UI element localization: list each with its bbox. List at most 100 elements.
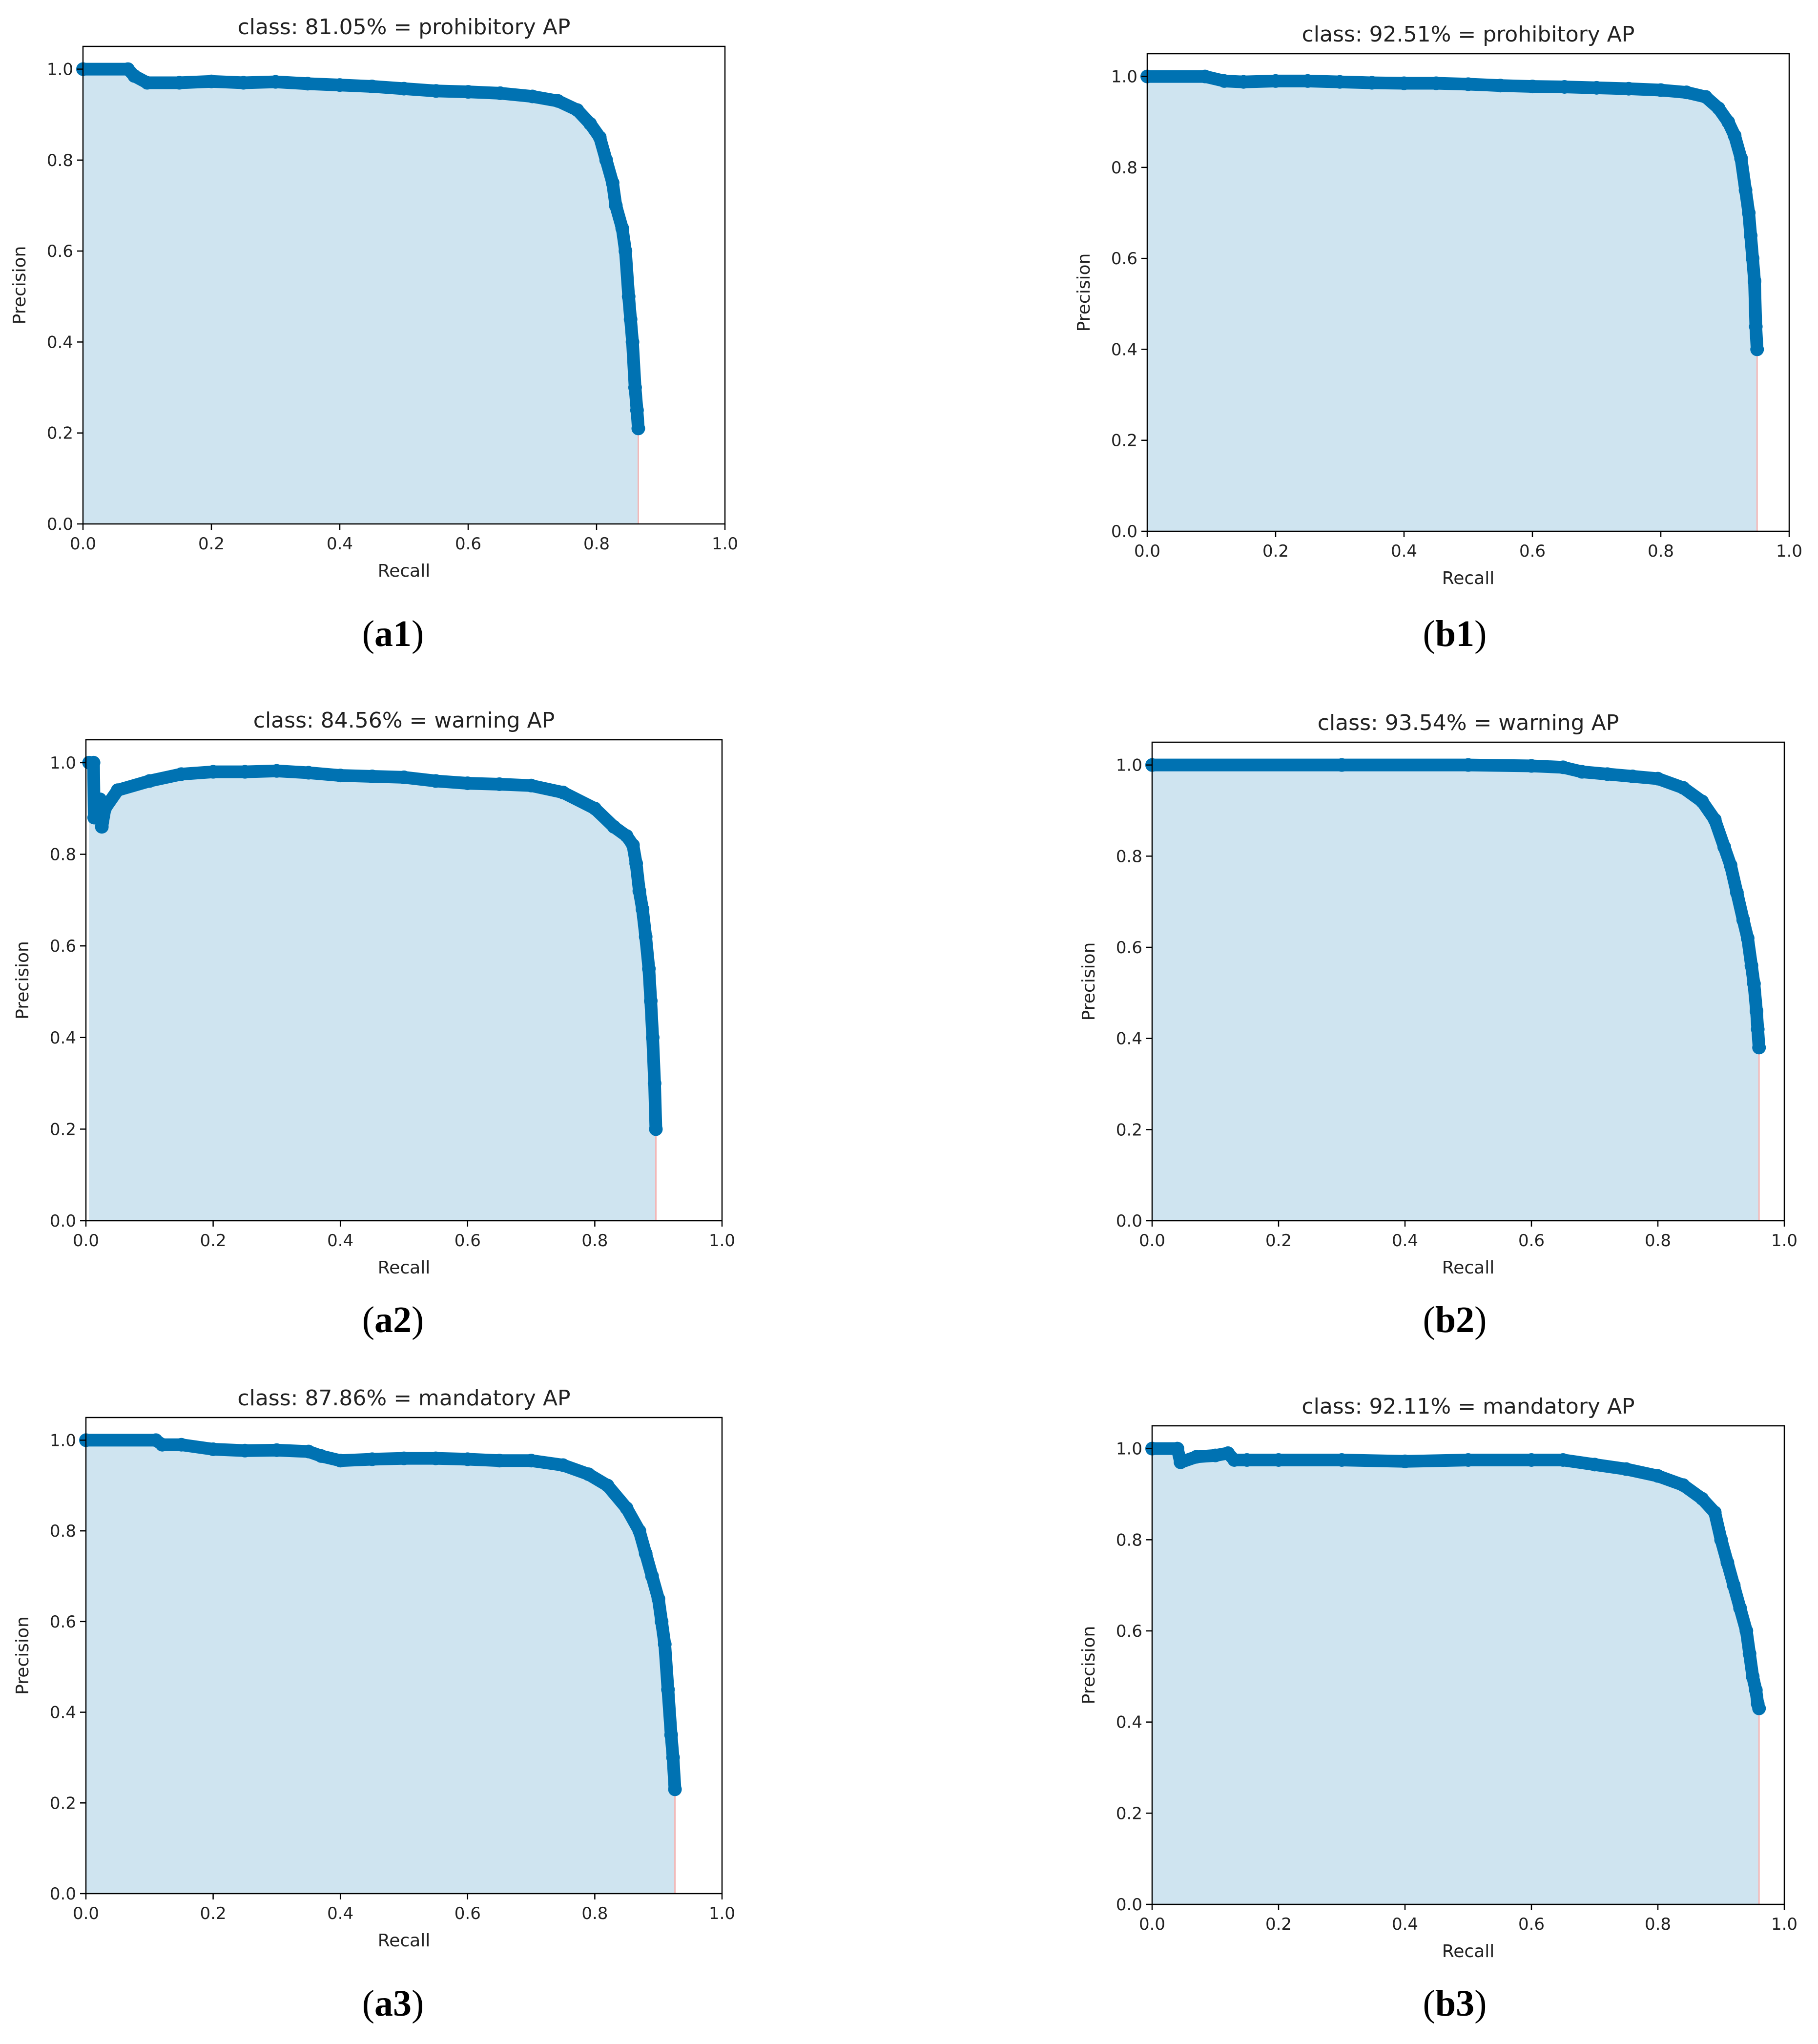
y-axis-label: Precision <box>13 1616 33 1695</box>
pr-curve-point <box>1723 858 1737 872</box>
y-tick-label: 0.2 <box>47 424 73 443</box>
x-tick-label: 0.6 <box>1519 542 1546 561</box>
x-tick-label: 0.6 <box>454 1231 481 1251</box>
pr-curve-point <box>397 82 411 96</box>
pr-curve-point <box>460 776 475 791</box>
y-tick-label: 0.0 <box>47 515 73 534</box>
pr-curve-point <box>593 130 607 145</box>
x-tick-label: 0.8 <box>581 1904 608 1923</box>
pr-curve-point <box>1240 1453 1254 1467</box>
pr-curve-point <box>600 1479 615 1493</box>
pr-curve-point <box>607 820 621 834</box>
pr-curve-point <box>429 84 443 98</box>
pr-curve-point <box>1622 82 1636 96</box>
y-tick-label: 0.2 <box>1116 1120 1142 1140</box>
pr-curve-point <box>651 1592 665 1606</box>
pr-curve-point <box>1747 977 1761 991</box>
pr-curve-point <box>570 103 584 117</box>
pr-curve-point <box>556 785 570 799</box>
pr-curve-point <box>1695 794 1709 809</box>
chart-title: class: 92.11% = mandatory AP <box>1302 1394 1634 1419</box>
pr-curve-point <box>655 1614 669 1628</box>
pr-curve-point <box>1728 128 1742 143</box>
pr-curve-point <box>1721 115 1735 129</box>
pr-curve-point <box>645 1569 659 1583</box>
pr-curve-point <box>1746 1669 1760 1684</box>
pr-curve-point <box>365 1452 379 1466</box>
chart-title: class: 87.86% = mandatory AP <box>237 1386 570 1411</box>
y-tick-label: 1.0 <box>1111 67 1137 87</box>
x-tick-label: 0.4 <box>1391 542 1417 561</box>
pr-curve-chart-b3: 0.0 0.2 0.4 0.6 0.8 1.0 0.0 0.2 0.4 0.6 0.8 1.0 clas… <box>1079 1394 1797 1961</box>
pr-curve-point <box>492 1454 506 1468</box>
y-tick-label: 0.4 <box>50 1028 76 1048</box>
pr-curve-point <box>1708 1505 1722 1520</box>
pr-curve-point <box>206 765 220 779</box>
x-tick-label: 0.0 <box>70 534 96 554</box>
x-tick-label: 0.2 <box>1265 1231 1292 1251</box>
y-tick-label: 0.0 <box>1116 1211 1142 1231</box>
plot-frame <box>1146 53 1790 532</box>
pr-curve-point <box>461 85 475 99</box>
pr-curve-point <box>644 994 658 1008</box>
x-tick-label: 1.0 <box>1771 1231 1797 1251</box>
x-tick-label: 0.4 <box>327 534 353 554</box>
y-tick-label: 0.6 <box>47 242 73 261</box>
pr-curve-point <box>238 1443 252 1458</box>
chart-panel-b3: 0.0 0.2 0.4 0.6 0.8 1.0 0.0 0.2 0.4 0.6 0.8 1.0 clas… <box>1064 1372 1818 1973</box>
y-tick-label: 0.8 <box>1116 1530 1142 1550</box>
pr-area-fill <box>86 1440 675 1894</box>
pr-curve-point <box>1751 1022 1765 1036</box>
pr-curve-point <box>143 774 157 788</box>
pr-curve-point <box>1742 206 1756 220</box>
x-tick-label: 0.4 <box>327 1231 353 1251</box>
pr-curve-point <box>632 884 646 898</box>
plot-frame <box>1151 1425 1785 1905</box>
pr-curve-point <box>1335 758 1349 772</box>
y-tick-label: 0.4 <box>1116 1713 1142 1732</box>
chart-panel-b1: 0.0 0.2 0.4 0.6 0.8 1.0 0.0 0.2 0.4 0.6 0.8 1.0 clas… <box>1064 0 1818 591</box>
pr-curve-point <box>236 76 250 90</box>
x-tick-label: 0.8 <box>1645 1231 1671 1251</box>
y-tick-label: 0.0 <box>50 1211 76 1231</box>
caption-b1: (b1) <box>1423 613 1487 654</box>
pr-curve-point <box>626 838 640 852</box>
pr-curve-point <box>127 69 142 83</box>
pr-curve-point <box>642 962 656 976</box>
pr-curve-point <box>1749 1683 1763 1697</box>
pr-curve-point <box>647 1076 661 1090</box>
pr-curve-point <box>605 176 620 190</box>
x-axis-label: Recall <box>1442 1258 1494 1278</box>
pr-curve-point <box>639 1546 653 1561</box>
pr-curve-point <box>583 117 597 131</box>
pr-curve-point <box>1626 770 1640 783</box>
pr-curve-point <box>649 1122 663 1136</box>
pr-curve-point <box>1189 1450 1203 1464</box>
pr-curve-point <box>206 1442 220 1456</box>
x-tick-label: 0.6 <box>1518 1231 1545 1251</box>
x-axis-label: Recall <box>1442 1941 1494 1961</box>
caption-a1: (a1) <box>362 613 424 654</box>
pr-curve-point <box>429 1451 443 1465</box>
pr-curve-point <box>661 1683 675 1697</box>
chart-title: class: 81.05% = prohibitory AP <box>238 15 571 40</box>
pr-curve-point <box>429 774 443 788</box>
pr-curve-point <box>460 1452 475 1466</box>
y-tick-label: 0.6 <box>1116 938 1142 958</box>
pr-curve-point <box>668 1782 682 1796</box>
pr-area-fill <box>89 762 656 1221</box>
pr-curve-point <box>1739 1624 1754 1638</box>
pr-curve-point <box>1398 1454 1412 1468</box>
pr-curve-point <box>1335 1453 1349 1467</box>
x-tick-label: 0.4 <box>1392 1231 1418 1251</box>
pr-curve-point <box>639 930 653 944</box>
x-axis-label: Recall <box>1442 568 1494 588</box>
pr-curve-point <box>493 86 507 100</box>
pr-curve-point <box>1333 75 1347 89</box>
pr-curve-point <box>1738 183 1753 197</box>
pr-curve-point <box>397 1451 411 1465</box>
y-tick-label: 0.6 <box>50 1612 76 1632</box>
pr-curve-point <box>1699 90 1713 104</box>
pr-curve-point <box>1744 959 1758 973</box>
x-tick-label: 0.2 <box>1262 542 1289 561</box>
